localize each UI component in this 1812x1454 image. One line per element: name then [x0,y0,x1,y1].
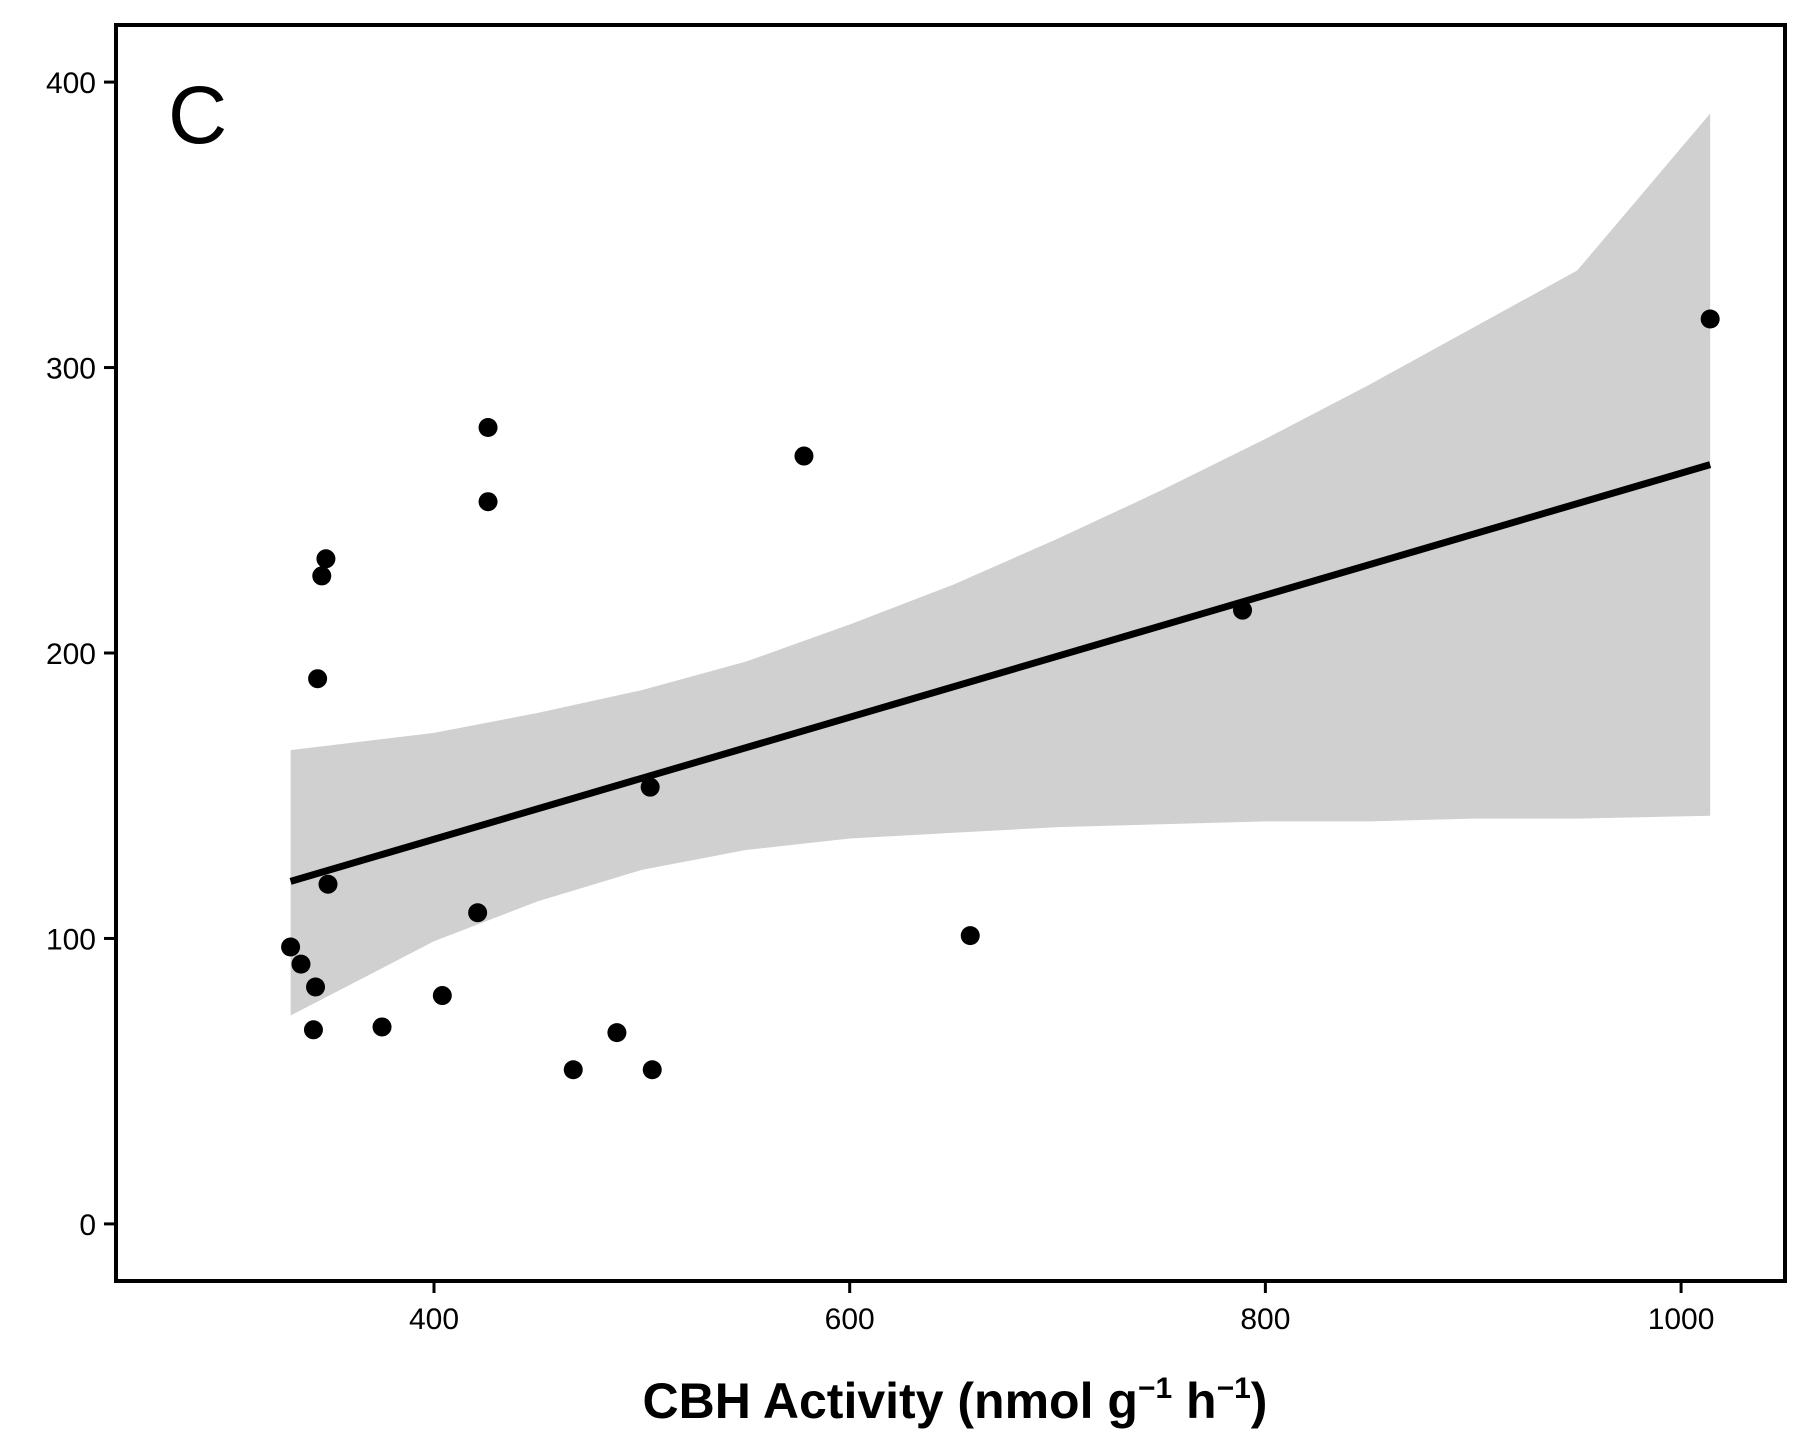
data-point [372,1017,392,1037]
y-tick-label: 200 [46,638,96,671]
x-axis: 400 600 800 1000 [409,1281,1714,1336]
x-axis-label-end: ) [1251,1373,1268,1429]
data-point [794,446,814,466]
data-point [303,1020,323,1040]
fit-line-layer [289,461,1712,885]
data-point [281,937,301,957]
y-tick-label: 0 [79,1209,96,1242]
data-point [478,492,498,512]
data-point [308,669,328,689]
data-point [312,566,332,586]
data-point [607,1023,627,1043]
x-axis-label-mid: h [1172,1373,1216,1429]
x-tick-label: 400 [409,1303,459,1336]
y-tick-label: 300 [46,353,96,386]
data-point [432,986,452,1006]
x-axis-label: CBH Activity (nmol g−1 h−1) [643,1372,1268,1429]
data-point [960,926,980,946]
confidence-band-layer [290,113,1711,1016]
y-tick-label: 100 [46,923,96,956]
panel-label: C [168,70,227,161]
data-point [640,777,660,797]
data-point [478,417,498,437]
y-axis: 0 100 200 300 400 [46,67,116,1242]
data-point [1700,309,1720,329]
confidence-band [290,113,1711,1016]
data-point [642,1060,662,1080]
data-point [318,874,338,894]
points-layer [281,309,1720,1080]
x-tick-label: 1000 [1648,1303,1715,1336]
data-point [306,977,326,997]
data-point [1233,600,1253,620]
data-point [468,903,488,923]
y-tick-label: 400 [46,67,96,100]
regression-line [289,461,1712,885]
data-point [291,954,311,974]
data-point [316,549,336,569]
x-tick-label: 600 [825,1303,875,1336]
data-point [563,1060,583,1080]
x-tick-label: 800 [1240,1303,1290,1336]
x-axis-label-sup1: −1 [1138,1372,1172,1405]
x-axis-label-main: CBH Activity (nmol g [643,1373,1138,1429]
x-axis-label-sup2: −1 [1217,1372,1251,1405]
